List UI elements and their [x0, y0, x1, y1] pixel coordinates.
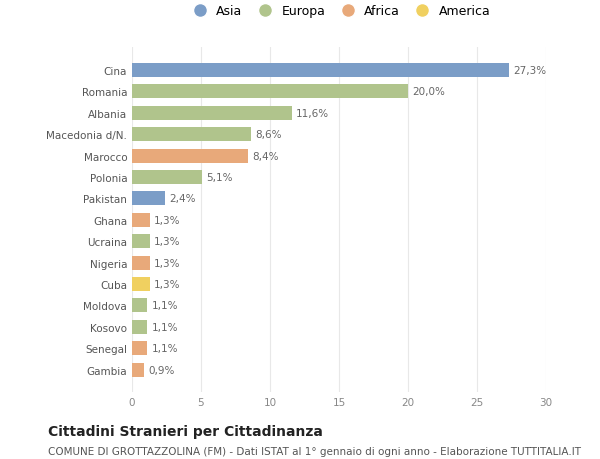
Bar	[132, 320, 147, 334]
Legend: Asia, Europa, Africa, America: Asia, Europa, Africa, America	[185, 3, 493, 21]
Text: 1,3%: 1,3%	[154, 258, 181, 268]
Bar	[132, 149, 248, 163]
Text: 1,3%: 1,3%	[154, 280, 181, 289]
Bar	[132, 341, 147, 355]
Bar	[132, 128, 251, 142]
Text: 20,0%: 20,0%	[412, 87, 445, 97]
Text: 1,1%: 1,1%	[151, 301, 178, 311]
Bar	[132, 256, 150, 270]
Bar	[132, 363, 145, 377]
Bar	[132, 85, 408, 99]
Text: 1,3%: 1,3%	[154, 215, 181, 225]
Text: 8,4%: 8,4%	[252, 151, 278, 161]
Text: Cittadini Stranieri per Cittadinanza: Cittadini Stranieri per Cittadinanza	[48, 425, 323, 438]
Bar	[132, 106, 292, 120]
Bar	[132, 192, 165, 206]
Text: 11,6%: 11,6%	[296, 108, 329, 118]
Bar	[132, 213, 150, 227]
Text: 8,6%: 8,6%	[255, 130, 281, 140]
Text: COMUNE DI GROTTAZZOLINA (FM) - Dati ISTAT al 1° gennaio di ogni anno - Elaborazi: COMUNE DI GROTTAZZOLINA (FM) - Dati ISTA…	[48, 446, 581, 456]
Bar	[132, 171, 202, 185]
Bar	[132, 235, 150, 249]
Text: 2,4%: 2,4%	[169, 194, 196, 204]
Bar	[132, 64, 509, 78]
Bar	[132, 299, 147, 313]
Text: 5,1%: 5,1%	[206, 173, 233, 183]
Text: 27,3%: 27,3%	[513, 66, 546, 76]
Text: 1,1%: 1,1%	[151, 343, 178, 353]
Text: 1,3%: 1,3%	[154, 237, 181, 246]
Text: 1,1%: 1,1%	[151, 322, 178, 332]
Bar	[132, 277, 150, 291]
Text: 0,9%: 0,9%	[149, 365, 175, 375]
